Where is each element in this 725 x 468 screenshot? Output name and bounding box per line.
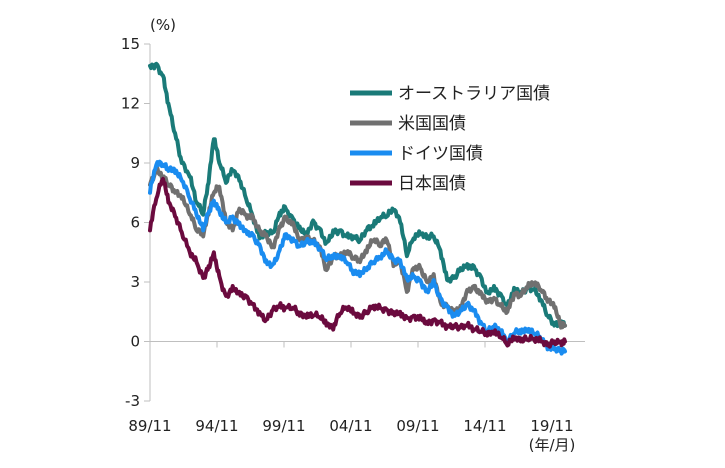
- series-line-0: [148, 61, 567, 329]
- legend-label-2: ドイツ国債: [398, 144, 483, 164]
- y-tick-label: 12: [121, 95, 140, 113]
- x-tick-label: 94/11: [195, 417, 238, 435]
- y-tick-label: 6: [130, 214, 140, 232]
- y-tick-label: -3: [125, 392, 140, 410]
- x-tick-label: 09/11: [396, 417, 439, 435]
- y-tick-label: 0: [130, 333, 140, 351]
- x-tick-label: 14/11: [463, 417, 506, 435]
- y-tick-label: 3: [130, 273, 140, 291]
- legend-label-0: オーストラリア国債: [398, 84, 550, 104]
- x-tick-label: 99/11: [262, 417, 305, 435]
- y-tick-label: 9: [130, 154, 140, 172]
- series-line-2: [148, 159, 567, 356]
- y-unit-label: (%): [150, 16, 176, 34]
- series-line-1: [148, 166, 567, 330]
- x-unit-label: (年/月): [529, 436, 576, 454]
- tick-labels: 15 12 9 6 3 0 -3 (%) 89/11 94/11 99/11 04/11 09/11 14…: [121, 16, 575, 454]
- series-line-3: [148, 176, 567, 349]
- x-tick-label: 04/11: [329, 417, 372, 435]
- legend-label-3: 日本国債: [398, 174, 466, 194]
- series-lines: [148, 61, 567, 356]
- x-tick-label: 89/11: [128, 417, 171, 435]
- x-tick-label: 19/11: [530, 417, 573, 435]
- legend-label-1: 米国国債: [398, 114, 466, 134]
- y-tick-label: 15: [121, 35, 140, 53]
